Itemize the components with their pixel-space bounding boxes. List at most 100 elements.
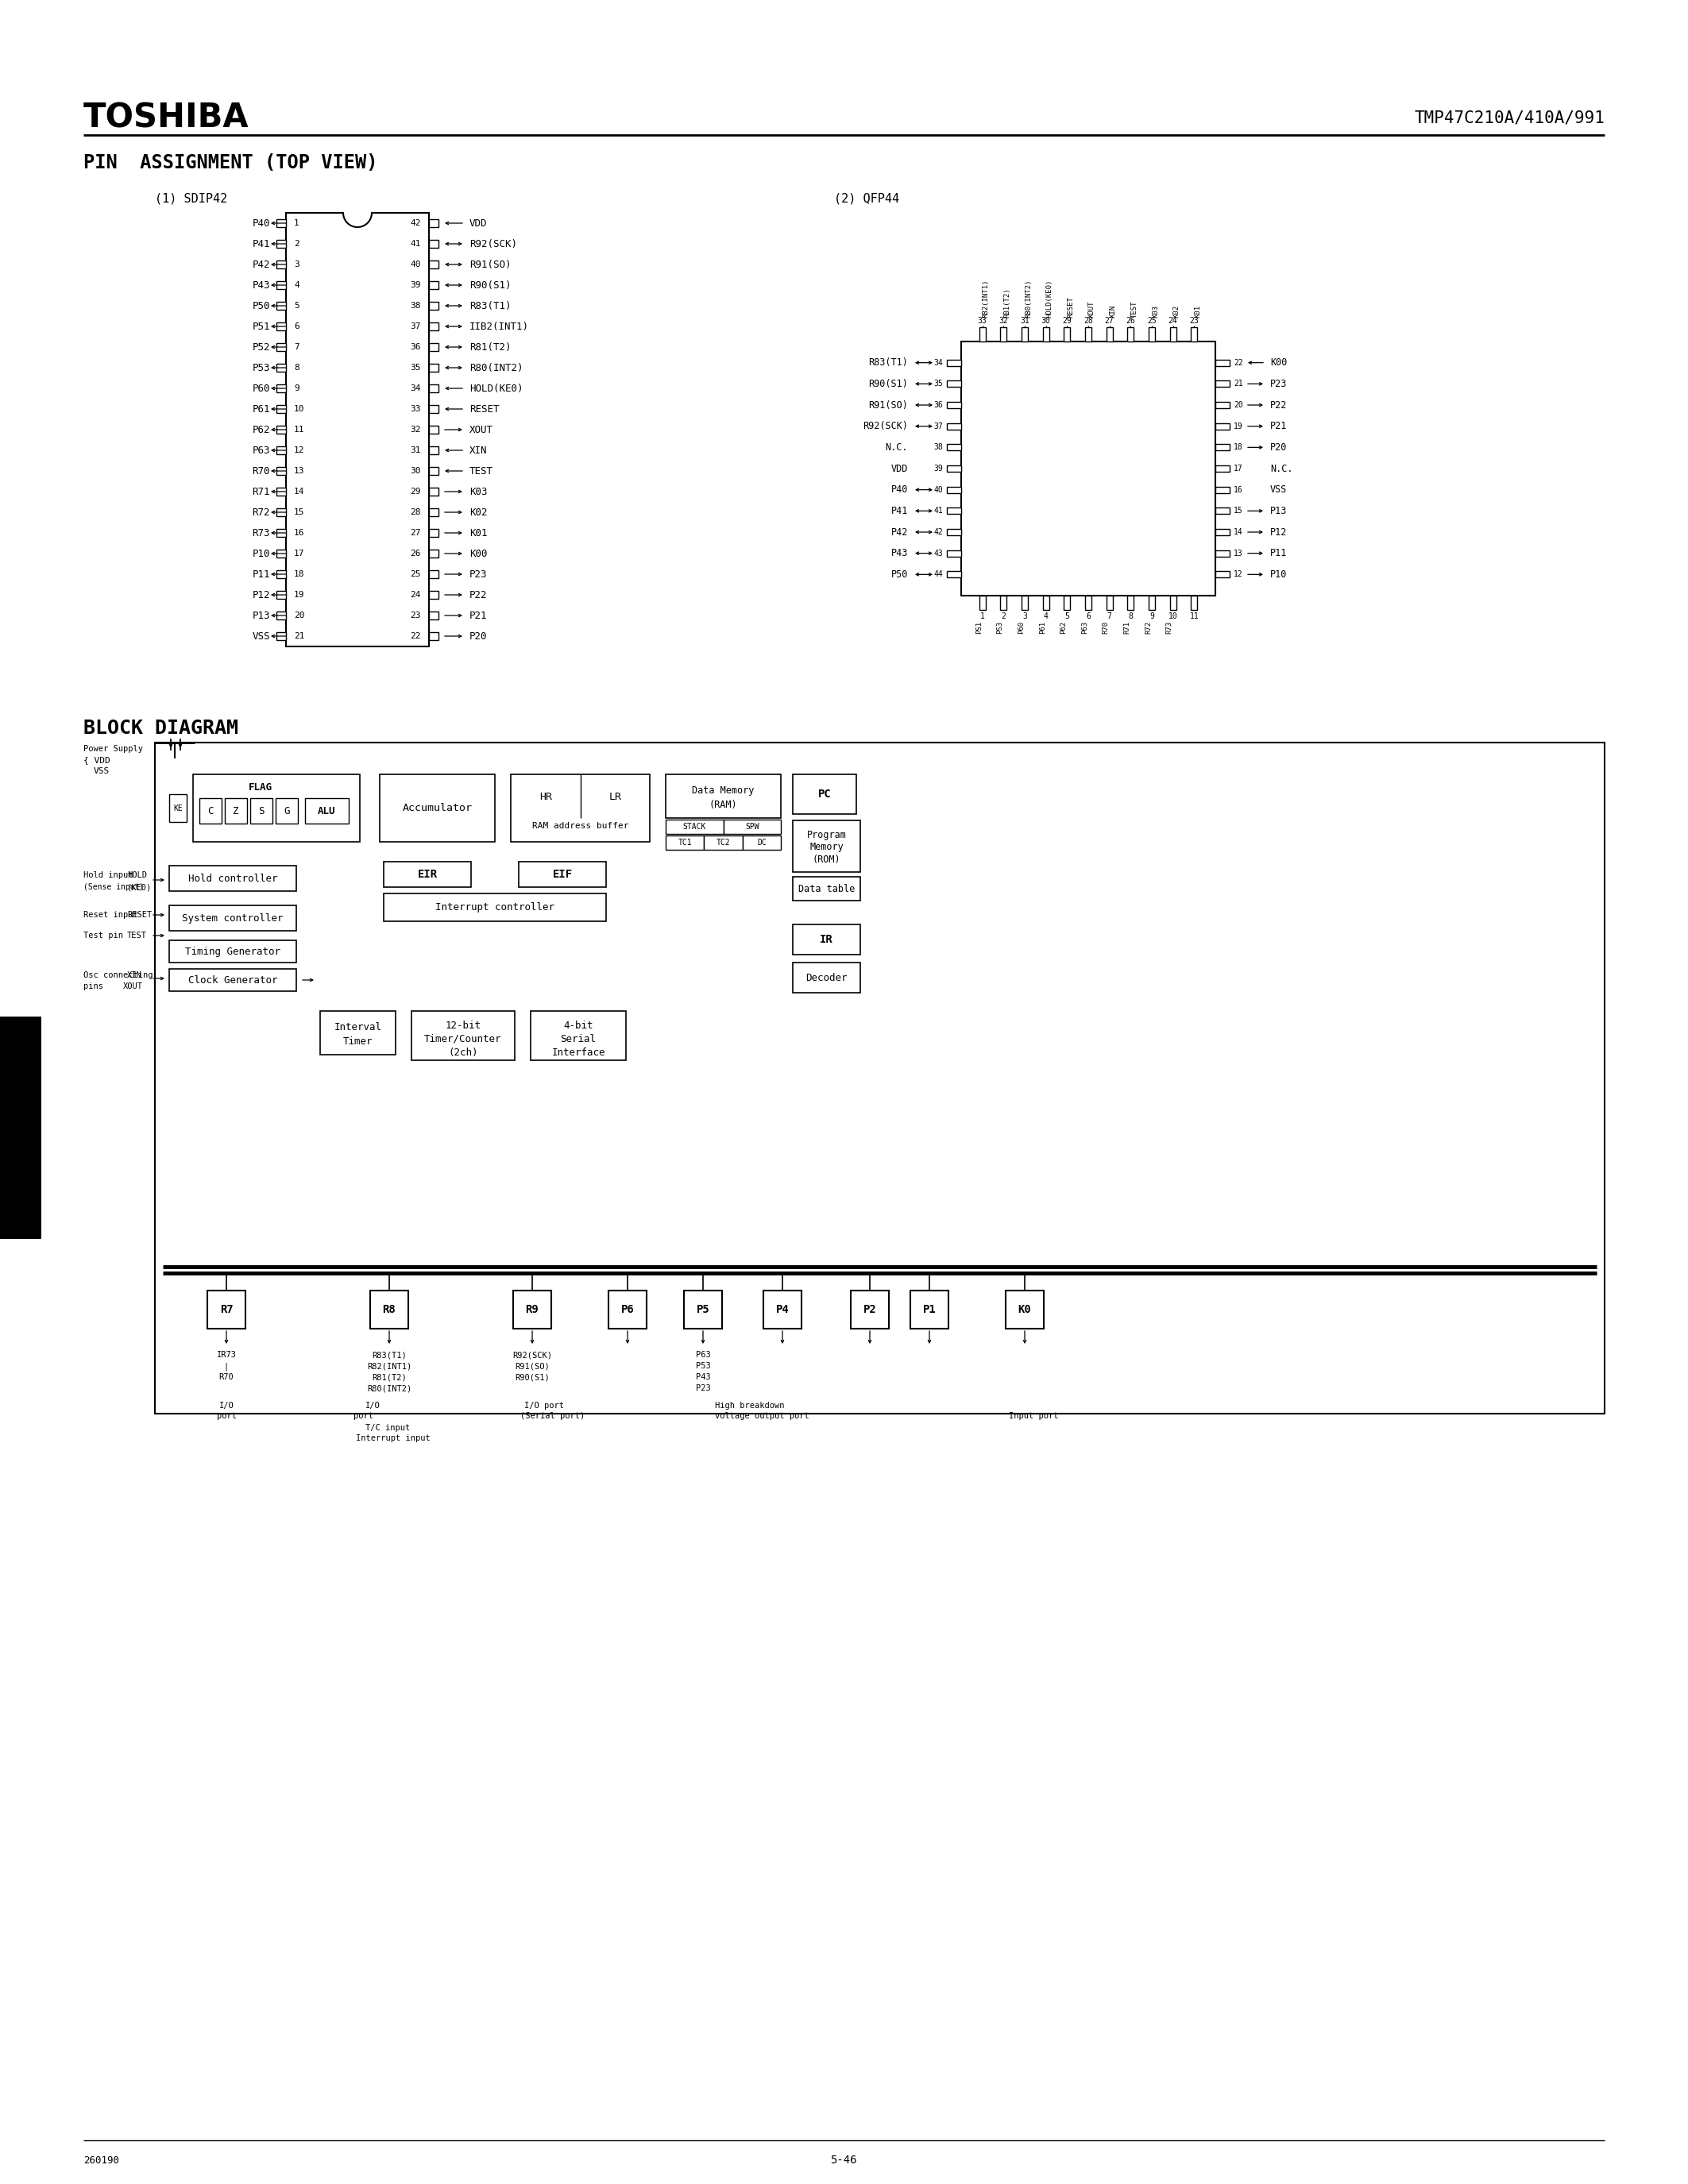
Text: 28: 28 xyxy=(1084,317,1092,325)
Bar xyxy=(429,612,439,620)
Bar xyxy=(277,487,285,496)
Text: 34: 34 xyxy=(933,358,944,367)
Bar xyxy=(947,380,960,387)
Text: R92(SCK): R92(SCK) xyxy=(513,1352,552,1358)
Text: 9: 9 xyxy=(294,384,299,393)
Bar xyxy=(275,797,297,823)
Text: 23: 23 xyxy=(1190,317,1198,325)
Text: 40: 40 xyxy=(933,485,944,494)
Bar xyxy=(429,384,439,393)
Text: R7: R7 xyxy=(219,1304,233,1315)
Text: T/C input: T/C input xyxy=(365,1424,410,1433)
Text: port: port xyxy=(216,1413,236,1420)
Bar xyxy=(429,282,439,288)
Text: R8: R8 xyxy=(383,1304,397,1315)
Text: G: G xyxy=(284,806,290,817)
Text: 10: 10 xyxy=(294,404,304,413)
Text: VSS: VSS xyxy=(1269,485,1288,496)
Text: HR: HR xyxy=(538,791,552,802)
Text: Interrupt controller: Interrupt controller xyxy=(436,902,554,913)
Text: 25: 25 xyxy=(410,570,420,579)
Text: P13: P13 xyxy=(252,609,270,620)
Bar xyxy=(1148,596,1155,609)
Text: 11: 11 xyxy=(1190,612,1198,620)
Text: 24: 24 xyxy=(1168,317,1178,325)
Text: Serial: Serial xyxy=(560,1033,596,1044)
Bar xyxy=(277,404,285,413)
Text: (2) QFP44: (2) QFP44 xyxy=(834,192,900,205)
Text: 5-46: 5-46 xyxy=(830,2156,858,2167)
Bar xyxy=(1215,380,1229,387)
Text: Program: Program xyxy=(807,830,846,841)
Text: K01: K01 xyxy=(469,529,488,537)
Text: 29: 29 xyxy=(410,487,420,496)
Bar xyxy=(947,402,960,408)
Text: R90(S1): R90(S1) xyxy=(469,280,511,290)
Text: 41: 41 xyxy=(933,507,944,515)
Bar xyxy=(1085,328,1092,341)
Bar xyxy=(1215,529,1229,535)
Bar xyxy=(722,819,782,834)
Bar xyxy=(851,1291,890,1328)
Text: R90(S1): R90(S1) xyxy=(515,1374,550,1380)
Text: PIN  ASSIGNMENT (TOP VIEW): PIN ASSIGNMENT (TOP VIEW) xyxy=(83,153,378,173)
Text: P6: P6 xyxy=(621,1304,635,1315)
Text: K03: K03 xyxy=(469,487,488,496)
Bar xyxy=(429,592,439,598)
Bar xyxy=(793,775,856,815)
Text: R82(INT1): R82(INT1) xyxy=(366,1363,412,1369)
Text: 4: 4 xyxy=(1043,612,1048,620)
Text: 32: 32 xyxy=(410,426,420,435)
Bar xyxy=(518,863,606,887)
Text: P53: P53 xyxy=(695,1363,711,1369)
Text: RESET: RESET xyxy=(1067,297,1074,317)
Text: 31: 31 xyxy=(1020,317,1030,325)
Text: 42: 42 xyxy=(933,529,944,535)
Text: FLAG: FLAG xyxy=(248,782,272,793)
Bar xyxy=(947,465,960,472)
Text: P63: P63 xyxy=(1080,620,1089,633)
Text: P50: P50 xyxy=(891,570,908,579)
Text: R92(SCK): R92(SCK) xyxy=(863,422,908,432)
Bar xyxy=(277,631,285,640)
Text: P11: P11 xyxy=(252,570,270,579)
Text: 8: 8 xyxy=(294,365,299,371)
Text: P42: P42 xyxy=(252,260,270,269)
Text: XOUT: XOUT xyxy=(123,983,143,989)
Text: P42: P42 xyxy=(891,526,908,537)
Text: P43: P43 xyxy=(252,280,270,290)
Text: 5: 5 xyxy=(1065,612,1070,620)
Text: 31: 31 xyxy=(410,446,420,454)
Text: P43: P43 xyxy=(695,1374,711,1380)
Bar xyxy=(169,906,297,930)
Bar xyxy=(530,1011,626,1059)
Text: XIN: XIN xyxy=(1109,306,1116,317)
Text: Timer/Counter: Timer/Counter xyxy=(424,1033,501,1044)
Text: R91(SO): R91(SO) xyxy=(515,1363,550,1369)
Text: 13: 13 xyxy=(294,467,304,474)
Bar xyxy=(1106,596,1112,609)
Bar xyxy=(412,1011,515,1059)
Text: 30: 30 xyxy=(1041,317,1050,325)
Bar xyxy=(793,924,861,954)
Bar xyxy=(1128,596,1134,609)
Bar xyxy=(429,509,439,515)
Text: 42: 42 xyxy=(410,218,420,227)
Bar xyxy=(370,1291,408,1328)
Text: P22: P22 xyxy=(1269,400,1288,411)
Bar xyxy=(1106,328,1112,341)
Text: XOUT: XOUT xyxy=(1089,301,1096,317)
Bar xyxy=(947,572,960,577)
Bar xyxy=(947,487,960,494)
Text: 28: 28 xyxy=(410,509,420,515)
Text: 35: 35 xyxy=(410,365,420,371)
Text: 14: 14 xyxy=(294,487,304,496)
Text: R80(INT2): R80(INT2) xyxy=(469,363,523,373)
Text: 2: 2 xyxy=(1001,612,1006,620)
Text: R72: R72 xyxy=(252,507,270,518)
Text: BLOCK DIAGRAM: BLOCK DIAGRAM xyxy=(83,719,238,738)
Text: 15: 15 xyxy=(294,509,304,515)
Text: P1: P1 xyxy=(923,1304,937,1315)
Bar xyxy=(793,876,861,900)
Bar xyxy=(383,863,471,887)
